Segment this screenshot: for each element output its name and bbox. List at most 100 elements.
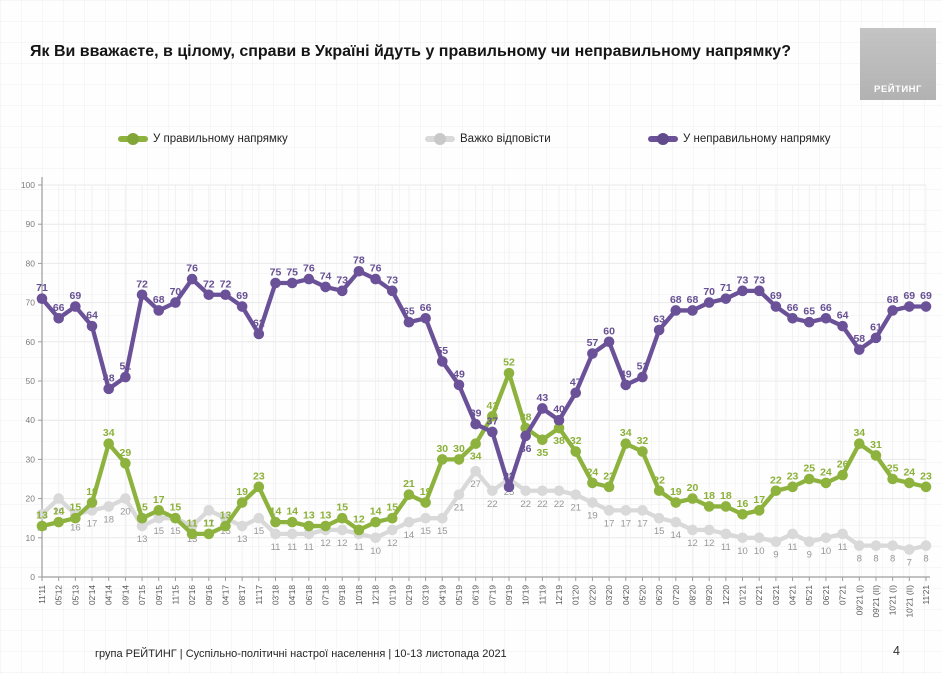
data-label: 15 <box>136 502 148 514</box>
data-point <box>370 532 381 544</box>
data-label: 66 <box>420 302 432 314</box>
data-point <box>53 312 64 324</box>
data-point <box>303 273 315 285</box>
data-label: 25 <box>803 463 815 475</box>
data-point <box>336 285 348 297</box>
x-tick-label: 09'20 <box>704 585 714 605</box>
legend-item-wrong-direction: У неправильному напрямку <box>648 131 831 147</box>
data-label: 15 <box>153 526 164 537</box>
footer-source-text: група РЕЙТИНГ | Суспільно-політичні наст… <box>95 648 507 660</box>
data-point <box>537 485 548 497</box>
data-label: 32 <box>637 435 649 447</box>
data-point <box>203 505 215 516</box>
data-point <box>403 489 415 500</box>
data-point <box>553 422 565 434</box>
data-point <box>370 273 381 285</box>
y-tick-label: 20 <box>26 494 36 504</box>
data-point <box>570 446 582 457</box>
data-label: 69 <box>70 290 82 302</box>
data-point <box>370 516 381 528</box>
data-label: 17 <box>604 518 615 529</box>
data-label: 73 <box>753 274 765 286</box>
data-point <box>36 520 48 532</box>
data-label: 68 <box>670 294 682 306</box>
x-tick-label: 01'20 <box>571 585 581 605</box>
trend-chart-svg: 0 10 20 30 40 50 60 70 80 90 100 11'11 05'12 05'13 02'… <box>21 177 932 617</box>
data-point <box>53 493 64 504</box>
data-point <box>470 418 481 430</box>
data-label: 40 <box>553 404 565 416</box>
x-tick-label: 07'21 <box>838 585 848 605</box>
x-tick-label: 12'18 <box>371 585 381 605</box>
data-point <box>820 477 832 489</box>
data-label: 13 <box>36 510 48 522</box>
x-tick-label: 03'20 <box>604 585 614 605</box>
data-label: 72 <box>136 278 148 290</box>
data-point <box>753 532 765 544</box>
x-tick-label: 11'21 <box>921 585 931 605</box>
x-tick-label: 08'20 <box>687 585 697 605</box>
data-label: 19 <box>420 486 432 498</box>
data-point <box>637 446 648 457</box>
data-label: 68 <box>153 294 165 306</box>
data-label: 29 <box>120 447 132 459</box>
chart-legend: У правильному напрямку Важко відповісти У … <box>0 131 942 151</box>
data-label: 11 <box>287 542 297 553</box>
data-point <box>420 312 431 324</box>
data-label: 23 <box>603 470 615 482</box>
data-point <box>503 481 515 493</box>
legend-marker-wrong-direction <box>648 132 678 146</box>
x-tick-label: 02'21 <box>754 585 764 605</box>
data-point <box>70 512 81 524</box>
data-label: 58 <box>853 333 865 345</box>
data-point <box>553 485 565 497</box>
x-tick-label: 02'14 <box>87 585 97 605</box>
legend-item-hard-to-say: Важко відповісти <box>425 131 551 147</box>
x-tick-label: 03'21 <box>771 585 781 605</box>
data-label: 27 <box>470 479 481 490</box>
data-label: 17 <box>153 494 165 506</box>
data-label: 35 <box>537 447 549 459</box>
data-point <box>320 281 331 293</box>
data-label: 8 <box>890 554 895 565</box>
data-point <box>837 469 848 481</box>
data-point <box>253 512 265 524</box>
data-label: 15 <box>70 502 82 514</box>
data-label: 25 <box>504 487 515 498</box>
data-label: 72 <box>203 278 215 290</box>
data-label: 8 <box>873 554 878 565</box>
data-label: 15 <box>437 526 448 537</box>
data-label: 10 <box>737 546 748 557</box>
data-point <box>687 524 698 536</box>
data-point <box>36 293 48 304</box>
data-point <box>220 289 231 301</box>
data-label: 70 <box>703 286 715 298</box>
x-tick-label: 04'18 <box>287 585 297 605</box>
data-point <box>603 336 615 348</box>
data-label: 30 <box>453 443 465 455</box>
data-point <box>770 485 782 497</box>
data-label: 18 <box>703 490 715 502</box>
data-point <box>336 524 348 536</box>
data-point <box>303 528 315 540</box>
data-point <box>737 532 748 544</box>
data-point <box>170 512 181 524</box>
data-point <box>870 540 882 551</box>
data-label: 25 <box>887 463 899 475</box>
data-label: 17 <box>753 494 765 506</box>
data-point <box>553 414 565 426</box>
data-label: 18 <box>103 514 114 525</box>
trend-chart: 0 10 20 30 40 50 60 70 80 90 100 11'11 05'12 05'13 02'… <box>0 170 942 648</box>
data-label: 31 <box>870 439 882 451</box>
data-point <box>904 301 915 312</box>
data-point <box>253 481 265 493</box>
data-point <box>286 277 298 289</box>
data-point <box>136 289 148 301</box>
data-point <box>753 505 765 516</box>
data-point <box>720 501 732 512</box>
data-point <box>787 312 798 324</box>
data-label: 48 <box>103 372 115 384</box>
data-point <box>904 544 915 555</box>
data-point <box>720 293 732 304</box>
data-point <box>920 540 932 551</box>
